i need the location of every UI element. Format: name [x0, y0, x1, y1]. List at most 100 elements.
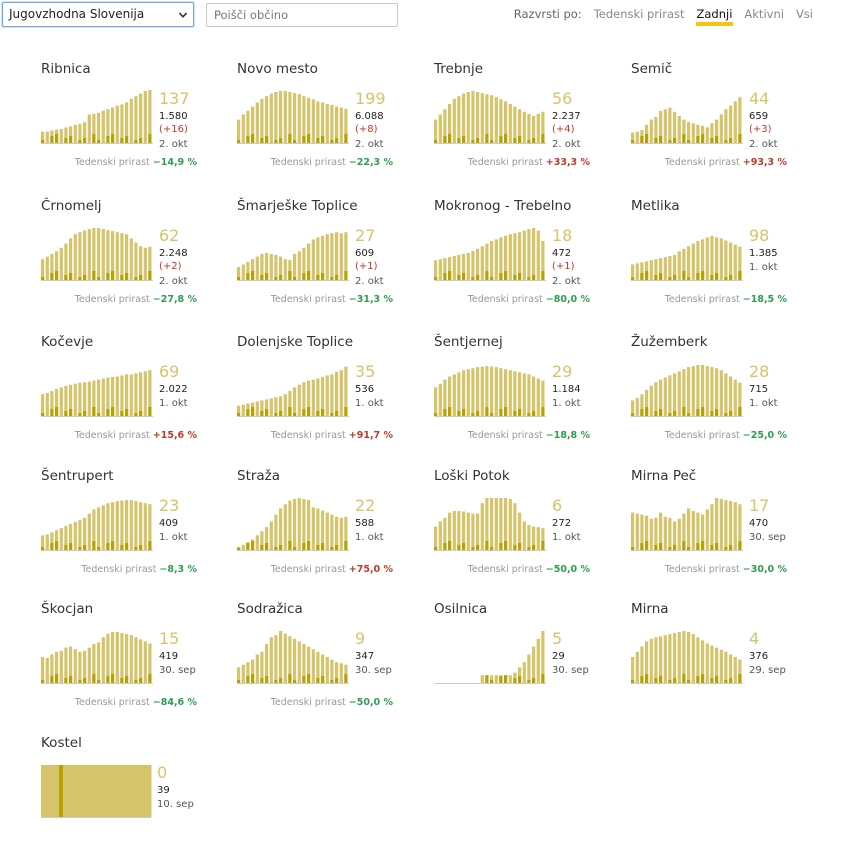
new-cases-bar: [316, 545, 320, 550]
new-cases-bar: [443, 543, 447, 550]
active-bar: [97, 379, 101, 416]
active-bar: [50, 532, 54, 550]
active-cases-value: 98: [749, 226, 770, 245]
municipality-card[interactable]: Mirna Peč 17 470 30. sep Tedenski prirast −30…: [631, 468, 821, 593]
municipality-card[interactable]: Novo mesto 199 6.088 (+8) 2. okt Tedenski pri…: [237, 61, 427, 186]
active-bar: [251, 259, 255, 280]
new-cases-bar: [434, 277, 438, 280]
municipality-card[interactable]: Šentjernej 29 1.184 1. okt Tedenski prirast −…: [434, 334, 624, 459]
last-update-date: 2. okt: [355, 139, 384, 150]
municipality-card[interactable]: Kočevje 69 2.022 1. okt Tedenski prirast +15,…: [41, 334, 231, 459]
new-cases-bar: [729, 411, 733, 416]
active-bar: [129, 98, 133, 143]
sort-option-tedenski-prirast[interactable]: Tedenski prirast: [593, 7, 685, 21]
active-bar: [677, 116, 681, 143]
municipality-card[interactable]: Semič 44 659 (+3) 2. okt Tedenski prirast +93,…: [631, 61, 821, 186]
new-cases-bar: [715, 273, 719, 280]
active-bar: [649, 119, 653, 143]
active-bar: [125, 500, 129, 550]
active-bar: [508, 499, 512, 550]
active-bar: [513, 371, 517, 416]
active-bar: [316, 237, 320, 280]
weekly-growth-label: Tedenski prirast: [467, 564, 543, 575]
new-cases-bar: [682, 134, 686, 143]
municipality-card[interactable]: Kostel 0 39 10. sep: [41, 735, 231, 860]
sort-option-vsi[interactable]: Vsi: [795, 7, 813, 21]
municipality-card[interactable]: Osilnica 5 29 30. sep: [434, 601, 624, 726]
municipality-card[interactable]: Mokronog - Trebelno 18 472 (+1) 2. okt Tedens…: [434, 198, 624, 323]
municipality-card[interactable]: Sodražica 9 347 30. sep Tedenski prirast −50,…: [237, 601, 427, 726]
new-cases-bar: [97, 413, 101, 416]
municipality-card[interactable]: Žužemberk 28 715 1. okt Tedenski prirast −25,…: [631, 334, 821, 459]
active-bar: [682, 513, 686, 550]
new-cases-bar: [738, 271, 742, 280]
active-bar: [246, 662, 250, 683]
municipality-card[interactable]: Trebnje 56 2.237 (+4) 2. okt Tedenski prirast…: [434, 61, 624, 186]
new-cases-bar: [668, 413, 672, 416]
active-bar: [265, 399, 269, 416]
new-cases-bar: [83, 138, 87, 143]
new-cases-bar: [645, 674, 649, 683]
active-bar: [452, 511, 456, 550]
new-cases-bar: [687, 680, 691, 683]
active-bar: [297, 94, 301, 143]
weekly-growth-value: −18,5 %: [742, 294, 787, 305]
active-bar: [696, 512, 700, 550]
new-cases-bar: [50, 409, 54, 416]
municipality-name: Trebnje: [434, 61, 484, 77]
municipality-card[interactable]: Loški Potok 6 272 1. okt Tedenski prirast −50…: [434, 468, 624, 593]
municipality-card[interactable]: Šmarješke Toplice 27 609 (+1) 2. okt Tedenski…: [237, 198, 427, 323]
active-bar: [255, 535, 259, 550]
municipality-card[interactable]: Straža 22 588 1. okt Tedenski prirast +75,0 %: [237, 468, 427, 593]
active-bar: [302, 644, 306, 683]
daily-delta-value: (+1): [355, 261, 378, 272]
active-bar: [649, 385, 653, 416]
last-update-date: 2. okt: [159, 139, 188, 150]
new-cases-bar: [106, 273, 110, 280]
active-bar: [143, 765, 152, 817]
active-bar: [480, 503, 484, 550]
new-cases-bar: [148, 271, 152, 280]
new-cases-bar: [518, 409, 522, 416]
new-cases-bar: [471, 277, 475, 280]
municipality-card[interactable]: Mirna 4 376 29. sep: [631, 601, 821, 726]
active-bar: [115, 501, 119, 550]
active-bar: [705, 127, 709, 143]
municipality-card[interactable]: Metlika 98 1.385 1. okt Tedenski prirast −18,…: [631, 198, 821, 323]
region-select[interactable]: Jugovzhodna Slovenija: [2, 2, 194, 27]
active-bar: [241, 114, 245, 143]
municipality-card[interactable]: Šentrupert 23 409 1. okt Tedenski prirast −8,…: [41, 468, 231, 593]
active-bar: [143, 641, 147, 683]
weekly-growth-value: −50,0 %: [545, 564, 590, 575]
active-bar: [97, 507, 101, 550]
municipality-card[interactable]: Ribnica 137 1.580 (+16) 2. okt Tedenski prira…: [41, 61, 231, 186]
new-cases-bar: [316, 411, 320, 416]
active-bar: [522, 230, 526, 280]
active-bar: [41, 131, 45, 143]
sort-option-aktivni[interactable]: Aktivni: [744, 7, 784, 21]
active-bar: [330, 105, 334, 143]
new-cases-bar: [518, 676, 522, 683]
new-cases-bar: [462, 543, 466, 550]
municipality-card[interactable]: Dolenjske Toplice 35 536 1. okt Tedenski pri…: [237, 334, 427, 459]
municipality-card[interactable]: Črnomelj 62 2.248 (+2) 2. okt Tedenski priras…: [41, 198, 231, 323]
new-cases-bar: [724, 140, 728, 143]
municipality-card[interactable]: Škocjan 15 419 30. sep Tedenski prirast −84,6…: [41, 601, 231, 726]
active-bar: [733, 657, 737, 683]
new-cases-bar: [738, 541, 742, 550]
active-bar: [654, 259, 658, 280]
new-cases-bar: [134, 140, 138, 143]
new-cases-bar: [302, 136, 306, 143]
new-cases-bar: [631, 547, 635, 550]
new-cases-bar: [532, 411, 536, 416]
search-input[interactable]: [206, 3, 398, 27]
new-cases-bar: [490, 680, 494, 683]
new-cases-bar: [111, 541, 115, 550]
new-cases-bar: [265, 409, 269, 416]
new-cases-bar: [302, 273, 306, 280]
last-update-date: 2. okt: [552, 139, 581, 150]
new-cases-bar: [696, 273, 700, 280]
sort-option-zadnji[interactable]: Zadnji: [695, 7, 734, 26]
active-bar: [518, 667, 522, 683]
new-cases-bar: [513, 275, 517, 280]
